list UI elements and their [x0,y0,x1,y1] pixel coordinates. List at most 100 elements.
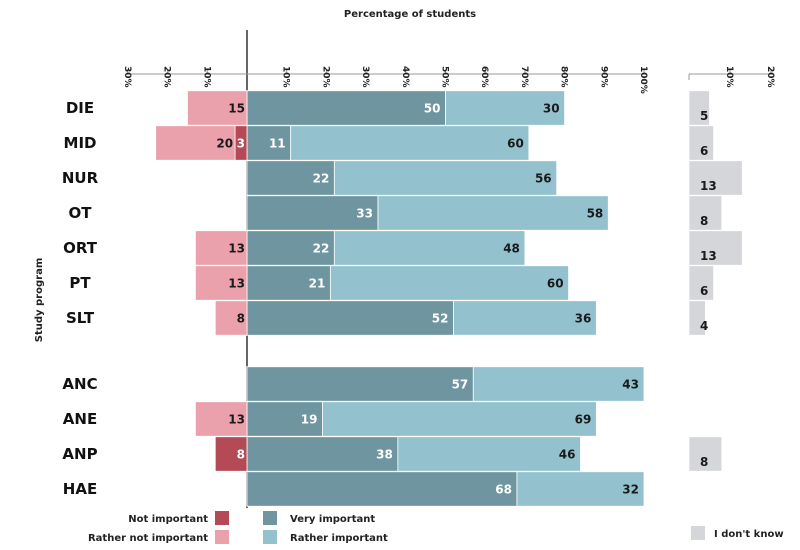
bar-rather-important [472,366,645,402]
bar-rather-important [453,300,597,336]
value-label-very-important: 68 [495,483,512,497]
dontknow-tick-label: 20% [765,66,775,88]
value-label-very-important: 57 [452,378,469,392]
bar-dont-know [688,436,723,472]
bar-rather-important [333,230,526,266]
bar-rather-important [397,436,581,472]
legend-swatch [263,530,277,544]
bar-rather-not-important [155,125,236,161]
bar-very-important [246,436,399,472]
bar-rather-not-important [194,401,248,437]
value-label-rather-not-important: 15 [228,102,245,116]
main-tick-label: 50% [440,66,450,88]
legend-label: Rather not important [88,533,208,544]
value-label-very-important: 33 [356,207,373,221]
value-label-rather-not-important: 13 [228,277,245,291]
value-label-rather-important: 69 [575,413,592,427]
category-label: ANC [62,375,97,393]
bar-dont-know [688,90,710,126]
bar-rather-important [322,401,597,437]
chart-title: Percentage of students [344,9,476,20]
bar-rather-not-important [194,265,248,301]
legend-swatch [215,511,229,525]
bar-dont-know [688,265,715,301]
value-label-very-important: 19 [301,413,318,427]
value-label-very-important: 21 [309,277,326,291]
value-label-dont-know: 6 [700,284,708,298]
category-label: PT [69,274,91,292]
value-label-dont-know: 8 [700,455,708,469]
value-label-not-important: 3 [237,137,245,151]
main-tick-label: 10% [281,66,291,88]
bar-rather-important [445,90,565,126]
value-label-very-important: 50 [424,102,441,116]
value-label-rather-important: 32 [622,483,639,497]
bar-very-important [246,230,335,266]
value-label-dont-know: 5 [700,109,708,123]
value-label-rather-important: 30 [543,102,560,116]
bar-dont-know [688,160,743,196]
left-tick-label: 20% [162,66,172,88]
value-label-rather-not-important: 13 [228,242,245,256]
dontknow-tick-label: 10% [724,66,734,88]
bar-dont-know [688,125,715,161]
main-tick-label: 40% [400,66,410,88]
main-tick-label: 70% [519,66,529,88]
legend-swatch [691,526,705,540]
left-tick-label: 30% [122,66,132,88]
bar-rather-important [290,125,530,161]
main-tick-label: 80% [559,66,569,88]
main-tick-label: 90% [598,66,608,88]
value-label-rather-important: 48 [503,242,520,256]
bar-rather-important [516,471,645,507]
bar-very-important [246,195,379,231]
bar-rather-not-important [194,230,248,266]
category-label: NUR [62,169,99,187]
bar-dont-know [688,195,723,231]
category-label: ORT [63,239,98,257]
legend-label: Very important [290,514,375,525]
bar-very-important [246,265,331,301]
bar-very-important [246,471,518,507]
value-label-very-important: 52 [432,312,449,326]
category-label: DIE [66,99,94,117]
bar-rather-important [377,195,609,231]
bar-very-important [246,366,474,402]
bar-not-important [214,436,248,472]
category-label: OT [69,204,93,222]
value-label-rather-not-important: 20 [216,137,233,151]
value-label-rather-important: 56 [535,172,552,186]
bar-very-important [246,160,335,196]
value-label-not-important: 8 [237,448,245,462]
legend-swatch [215,530,229,544]
value-label-dont-know: 4 [700,319,708,333]
value-label-rather-important: 46 [559,448,576,462]
bar-rather-important [333,160,558,196]
main-tick-label: 20% [320,66,330,88]
value-label-rather-important: 58 [587,207,604,221]
bar-rather-important [329,265,569,301]
value-label-dont-know: 13 [700,179,717,193]
value-label-rather-important: 36 [575,312,592,326]
value-label-very-important: 22 [313,242,330,256]
value-label-rather-important: 60 [507,137,524,151]
category-label: HAE [63,480,97,498]
category-label: ANE [63,410,97,428]
bar-very-important [246,300,454,336]
legend-label: Rather important [290,533,388,544]
main-tick-label: 100% [638,66,648,94]
left-tick-label: 10% [201,66,211,88]
bar-dont-know [688,300,706,336]
legend-label: I don't know [714,529,784,540]
axes-layer: 10% 20% 30% 40% 50% 60% 70% 80% 90% 100% 10% 20% 30%… [122,30,775,508]
bar-rather-not-important [214,300,248,336]
value-label-dont-know: 6 [700,144,708,158]
category-label: ANP [62,445,97,463]
category-labels: DIE MID NUR OT ORT PT SLT ANC ANE ANP HAE [62,99,99,498]
value-label-rather-not-important: 13 [228,413,245,427]
value-label-very-important: 11 [269,137,286,151]
value-label-very-important: 22 [313,172,330,186]
legend-swatch [263,511,277,525]
bar-very-important [246,125,292,161]
